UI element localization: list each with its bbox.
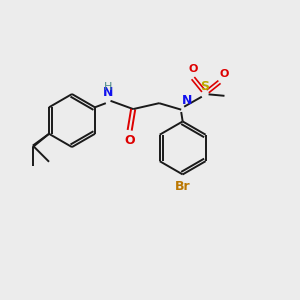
Text: N: N bbox=[103, 86, 113, 99]
Text: H: H bbox=[103, 82, 112, 92]
Text: S: S bbox=[200, 80, 209, 93]
Text: O: O bbox=[124, 134, 135, 147]
Text: O: O bbox=[219, 69, 229, 79]
Text: Br: Br bbox=[175, 180, 190, 193]
Text: O: O bbox=[188, 64, 198, 74]
Text: N: N bbox=[182, 94, 193, 107]
